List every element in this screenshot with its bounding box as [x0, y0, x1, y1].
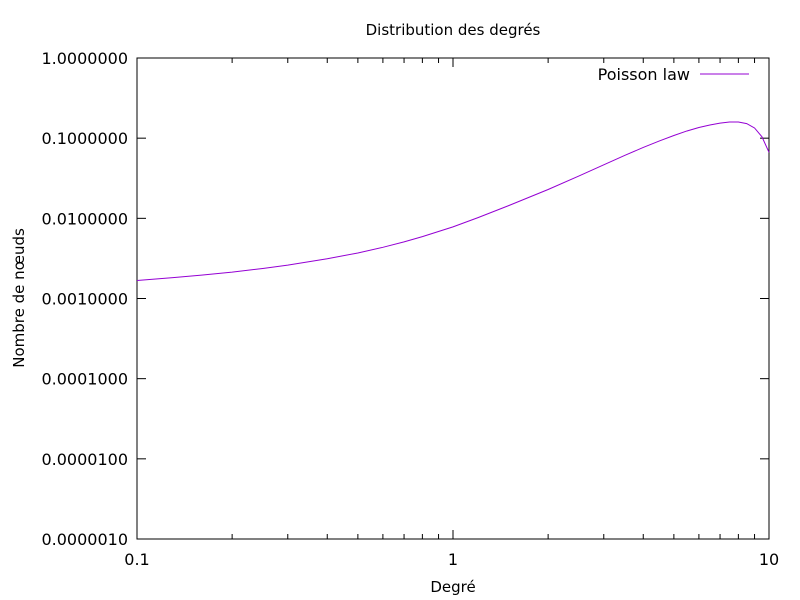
chart-title: Distribution des degrés: [366, 21, 541, 39]
y-tick-label: 0.0000010: [41, 530, 128, 549]
y-tick-label: 0.0000100: [41, 450, 128, 469]
x-tick-label: 10: [759, 550, 779, 569]
x-axis-ticks: [136, 58, 770, 539]
y-axis-label: Nombre de nœuds: [10, 228, 28, 368]
plot-frame: [136, 57, 770, 540]
y-tick-label: 0.0010000: [41, 290, 128, 309]
legend-label-poisson-law: Poisson law: [598, 65, 690, 84]
legend: Poisson law: [598, 65, 749, 84]
y-tick-label: 0.0100000: [41, 209, 128, 228]
y-tick-label: 0.0001000: [41, 370, 128, 389]
y-axis-ticks: [137, 57, 769, 540]
x-tick-label: 0.1: [124, 550, 149, 569]
y-axis-tick-labels: 0.0000010 0.0000100 0.0001000 0.0010000 0.01…: [41, 49, 128, 549]
y-tick-label: 0.1000000: [41, 129, 128, 148]
x-tick-label: 1: [448, 550, 458, 569]
y-tick-label: 1.0000000: [41, 49, 128, 68]
x-axis-label: Degré: [430, 578, 475, 596]
series-line-poisson-law: [136, 121, 770, 281]
x-axis-tick-labels: 0.1 1 10: [124, 550, 779, 569]
